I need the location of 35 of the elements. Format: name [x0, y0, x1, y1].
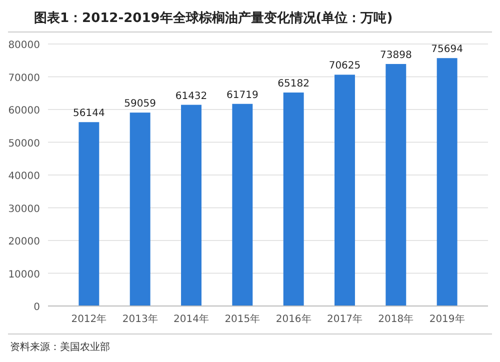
x-tick-label: 2019年: [429, 313, 465, 325]
x-tick-label: 2014年: [174, 313, 209, 325]
chart-title: 图表1：2012-2019年全球棕榈油产量变化情况(单位：万吨): [34, 10, 393, 26]
bar: [78, 122, 100, 306]
bar: [283, 92, 304, 306]
y-tick-label: 50000: [8, 138, 40, 150]
y-tick-label: 60000: [8, 106, 40, 116]
x-tick-label: 2015年: [224, 313, 260, 325]
data-label: 56144: [73, 108, 105, 120]
y-tick-label: 40000: [8, 171, 40, 182]
x-tick-label: 2016年: [276, 313, 312, 325]
text: 资料来源：美国农业部: [10, 341, 110, 353]
y-tick-label: 30000: [8, 204, 40, 215]
y-tick-label: 10000: [8, 269, 40, 280]
data-label: 70625: [328, 60, 361, 72]
data-label: 75694: [431, 44, 463, 56]
bar: [232, 104, 253, 306]
data-label: 61432: [175, 90, 208, 102]
y-tick-label: 20000: [8, 236, 40, 248]
x-tick-label: 2017年: [327, 313, 362, 325]
data-label: 65182: [278, 78, 310, 90]
data-label: 61719: [226, 90, 258, 101]
y-tick-label: 0: [34, 302, 40, 313]
x-tick-label: 2018年: [378, 313, 414, 325]
bar: [334, 74, 355, 306]
x-tick-label: 2012年: [71, 313, 107, 325]
bar: [386, 64, 406, 306]
bar: [181, 104, 202, 306]
x-tick-label: 2013年: [122, 313, 158, 325]
y-tick-label: 70000: [8, 72, 40, 84]
data-label: 73898: [380, 50, 412, 61]
bar: [436, 58, 458, 306]
bar: [130, 112, 150, 306]
y-tick-label: 80000: [8, 40, 40, 51]
data-label: 59059: [124, 98, 156, 110]
